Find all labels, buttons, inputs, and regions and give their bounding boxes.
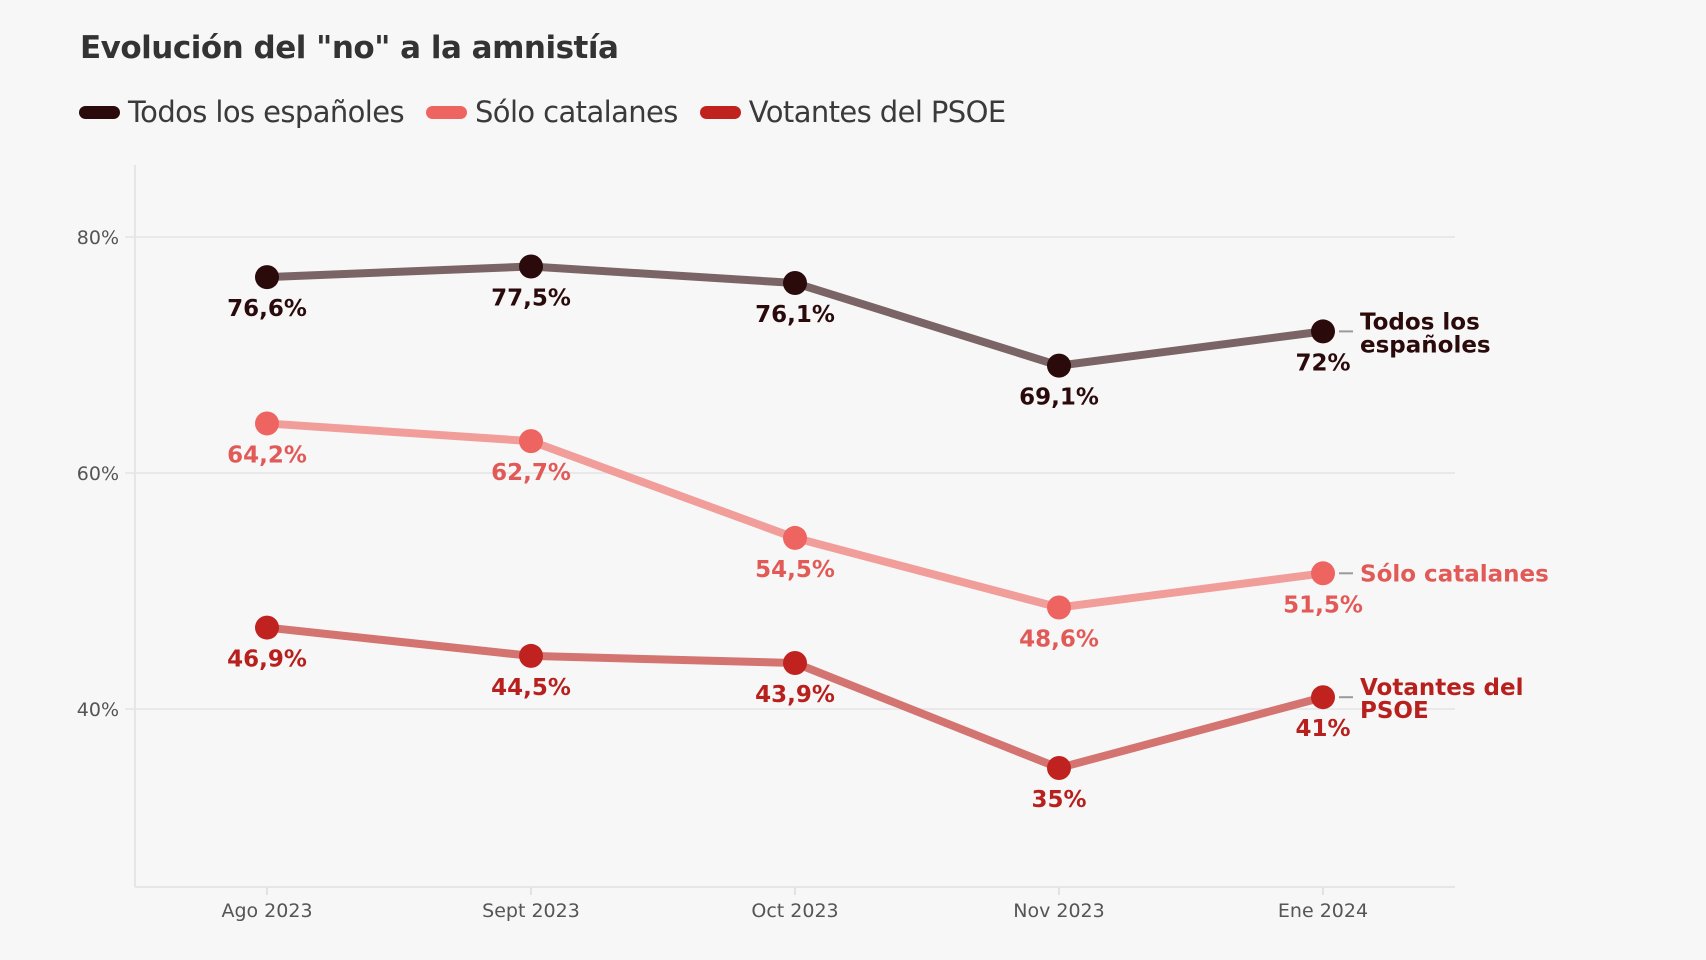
x-tick-label: Oct 2023 — [751, 900, 838, 922]
y-tick-label: 40% — [77, 699, 119, 721]
data-point[interactable] — [1047, 595, 1071, 620]
data-label: 48,6% — [1019, 627, 1099, 653]
legend-label-todos: Todos los españoles — [128, 95, 405, 129]
data-point[interactable] — [1047, 756, 1071, 780]
legend-item-catalanes: Sólo catalanes — [426, 95, 678, 129]
data-point[interactable] — [1311, 685, 1335, 710]
data-label: 77,5% — [491, 286, 571, 312]
legend-swatch-catalanes — [426, 105, 467, 119]
y-tick-label: 80% — [77, 227, 119, 249]
data-label: 43,9% — [755, 682, 835, 708]
data-label: 72% — [1295, 350, 1350, 376]
data-point[interactable] — [519, 254, 543, 279]
data-label: 64,2% — [227, 442, 307, 468]
data-label: 44,5% — [491, 675, 571, 701]
series-end-label: españoles — [1360, 332, 1491, 358]
data-point[interactable] — [255, 265, 279, 290]
legend-label-psoe: Votantes del PSOE — [748, 95, 1006, 129]
legend-item-psoe: Votantes del PSOE — [699, 95, 1006, 129]
data-label: 76,1% — [755, 302, 835, 328]
data-label: 51,5% — [1283, 592, 1363, 618]
series-end-label: Todos los — [1360, 309, 1480, 335]
legend-label-catalanes: Sólo catalanes — [475, 95, 678, 129]
data-label: 69,1% — [1019, 385, 1099, 411]
series-end-label: Sólo catalanes — [1360, 561, 1549, 587]
legend: Todos los españoles Sólo catalanes Votan… — [79, 95, 1028, 129]
series-end-label: Votantes del — [1360, 675, 1523, 701]
data-point[interactable] — [1311, 319, 1335, 344]
legend-swatch-psoe — [699, 105, 741, 119]
data-label: 41% — [1295, 716, 1350, 742]
x-tick-label: Ago 2023 — [221, 900, 312, 922]
x-tick-label: Nov 2023 — [1013, 900, 1104, 922]
data-point[interactable] — [1047, 353, 1071, 378]
data-point[interactable] — [519, 429, 543, 454]
data-point[interactable] — [783, 525, 807, 550]
data-point[interactable] — [783, 650, 807, 675]
y-tick-label: 60% — [77, 463, 119, 485]
legend-item-todos: Todos los españoles — [79, 95, 405, 129]
data-point[interactable] — [255, 411, 279, 436]
data-point[interactable] — [519, 643, 543, 668]
data-point[interactable] — [783, 271, 807, 296]
data-label: 54,5% — [755, 557, 835, 583]
chart-title: Evolución del "no" a la amnistía — [80, 30, 619, 66]
data-label: 76,6% — [227, 296, 307, 322]
data-label: 62,7% — [491, 460, 571, 486]
data-label: 46,9% — [227, 647, 307, 673]
data-point[interactable] — [1311, 561, 1335, 586]
x-tick-label: Sept 2023 — [482, 900, 580, 922]
legend-swatch-todos — [79, 105, 120, 119]
x-tick-label: Ene 2024 — [1278, 900, 1368, 922]
data-point[interactable] — [255, 615, 279, 640]
data-label: 35% — [1031, 787, 1086, 813]
series-end-label: PSOE — [1360, 698, 1429, 724]
